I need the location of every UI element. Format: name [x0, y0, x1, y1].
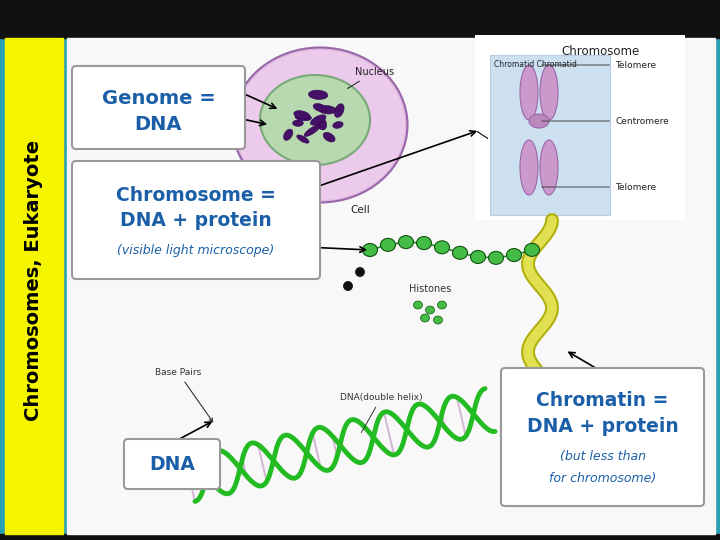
FancyBboxPatch shape: [72, 66, 245, 149]
Ellipse shape: [413, 301, 423, 309]
Ellipse shape: [294, 111, 310, 119]
Bar: [475, 35, 685, 220]
FancyBboxPatch shape: [72, 161, 320, 279]
FancyBboxPatch shape: [501, 368, 704, 506]
Bar: [0, 0, 720, 38]
Ellipse shape: [333, 122, 343, 129]
Ellipse shape: [434, 241, 449, 254]
Ellipse shape: [433, 316, 443, 324]
Ellipse shape: [313, 104, 326, 112]
Ellipse shape: [380, 238, 395, 251]
Text: Telomere: Telomere: [541, 60, 656, 70]
Ellipse shape: [529, 114, 549, 128]
Text: (but less than: (but less than: [559, 450, 646, 463]
Ellipse shape: [343, 281, 353, 291]
Text: Chromosomes, Eukaryote: Chromosomes, Eukaryote: [24, 139, 43, 421]
Ellipse shape: [233, 48, 408, 202]
Text: DNA + protein: DNA + protein: [120, 211, 272, 229]
FancyBboxPatch shape: [124, 439, 220, 489]
Text: DNA: DNA: [135, 114, 182, 133]
Ellipse shape: [316, 116, 327, 130]
Ellipse shape: [438, 301, 446, 309]
Text: for chromosome): for chromosome): [549, 472, 656, 485]
Bar: [5, 38, 63, 534]
Ellipse shape: [452, 246, 467, 259]
Ellipse shape: [524, 244, 539, 256]
Ellipse shape: [318, 106, 336, 114]
Ellipse shape: [310, 115, 326, 125]
Text: Base Pairs: Base Pairs: [155, 368, 212, 422]
Text: DNA + protein: DNA + protein: [526, 417, 678, 436]
Text: Chromosome =: Chromosome =: [116, 186, 276, 205]
Text: DNA: DNA: [149, 455, 195, 474]
Text: Chromosome: Chromosome: [561, 45, 639, 58]
Ellipse shape: [304, 125, 320, 137]
Ellipse shape: [506, 248, 521, 261]
Ellipse shape: [323, 132, 335, 142]
Ellipse shape: [295, 114, 312, 121]
Text: (visible light microscope): (visible light microscope): [117, 244, 274, 257]
Ellipse shape: [297, 135, 309, 143]
Text: Cell: Cell: [350, 205, 370, 215]
Ellipse shape: [488, 251, 503, 265]
Text: Telomere: Telomere: [541, 183, 656, 192]
Text: DNA(double helix): DNA(double helix): [340, 393, 423, 433]
Bar: [490, 55, 610, 215]
Text: Genome =: Genome =: [102, 89, 215, 108]
Text: Nucleus: Nucleus: [347, 67, 394, 89]
Ellipse shape: [292, 120, 303, 126]
Text: Chromatid Chromatid: Chromatid Chromatid: [494, 60, 577, 69]
Ellipse shape: [416, 237, 431, 249]
Ellipse shape: [235, 50, 405, 200]
Ellipse shape: [284, 129, 293, 140]
Ellipse shape: [308, 90, 328, 99]
Ellipse shape: [470, 251, 485, 264]
Bar: [0, 534, 720, 540]
Text: Centromere: Centromere: [541, 117, 669, 125]
Ellipse shape: [426, 306, 434, 314]
Ellipse shape: [260, 75, 370, 165]
Ellipse shape: [520, 140, 538, 195]
Ellipse shape: [362, 244, 377, 256]
Ellipse shape: [356, 267, 364, 276]
Ellipse shape: [398, 235, 413, 248]
Ellipse shape: [540, 65, 558, 120]
Ellipse shape: [235, 50, 405, 200]
Text: Chromatin =: Chromatin =: [536, 391, 669, 410]
Ellipse shape: [540, 140, 558, 195]
Ellipse shape: [520, 65, 538, 120]
Text: Histones: Histones: [409, 284, 451, 294]
Ellipse shape: [334, 104, 344, 117]
Ellipse shape: [420, 314, 430, 322]
